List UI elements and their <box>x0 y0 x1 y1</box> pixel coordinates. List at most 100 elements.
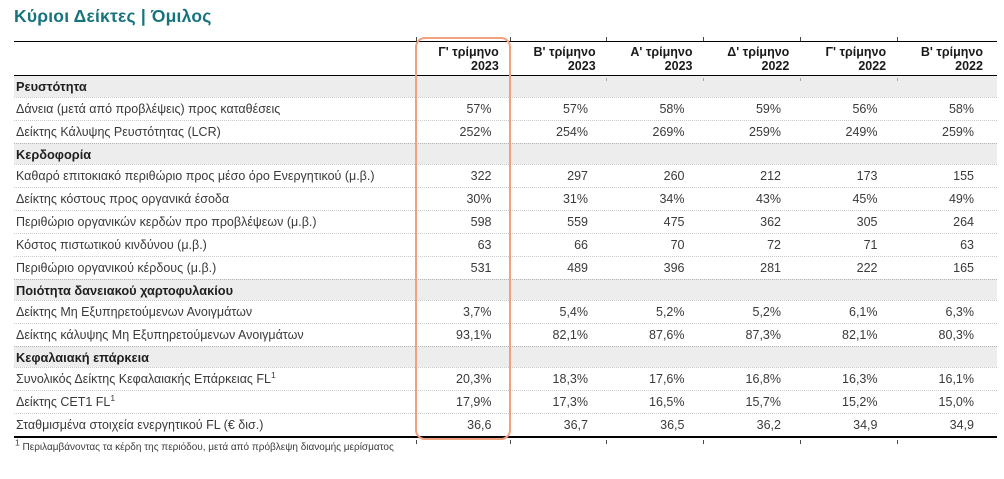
value-cell: 260 <box>663 169 685 183</box>
value-cell: 254% <box>556 125 588 139</box>
border-tick <box>897 37 898 41</box>
column-header-quarter: Β' τρίμηνο <box>533 45 596 59</box>
column-header-quarter: Α' τρίμηνο <box>630 45 693 59</box>
section-label: Κεφαλαιακή επάρκεια <box>16 349 150 365</box>
column-header-year: 2023 <box>471 59 499 73</box>
column-header-year: 2022 <box>955 59 983 73</box>
value-cell: 17,9% <box>456 395 492 409</box>
border-tick <box>800 439 801 444</box>
border-tick <box>606 439 607 444</box>
value-cell: 16,5% <box>649 395 685 409</box>
border-tick <box>510 439 511 444</box>
border-tick <box>416 77 417 81</box>
value-cell: 17,3% <box>552 395 588 409</box>
value-cell: 36,2 <box>756 418 781 432</box>
section-row: Ρευστότητα <box>14 76 997 97</box>
value-cell: 222 <box>856 261 878 275</box>
table-row: Δείκτης κόστους προς οργανικά έσοδα 30% 3… <box>14 187 997 210</box>
border-tick <box>800 37 801 41</box>
value-cell: 82,1% <box>842 328 878 342</box>
value-cell: 63 <box>477 238 492 252</box>
row-label: Δείκτης κάλυψης Μη Εξυπηρετούμενων Ανοιγ… <box>16 328 304 342</box>
border-tick <box>606 37 607 41</box>
value-cell: 212 <box>760 169 781 183</box>
column-header-year: 2022 <box>761 59 790 73</box>
value-cell: 305 <box>856 215 878 229</box>
value-cell: 165 <box>953 261 974 275</box>
value-cell: 57% <box>466 102 492 116</box>
table-row: Καθαρό επιτοκιακό περιθώριο προς μέσο όρ… <box>14 164 997 187</box>
value-cell: 31% <box>562 192 588 206</box>
value-cell: 297 <box>567 169 588 183</box>
column-header-quarter: Β' τρίμηνο <box>920 45 983 59</box>
row-label: Δείκτης κόστους προς οργανικά έσοδα <box>16 192 230 206</box>
indicators-table: Γ' τρίμηνο 2023 Β' τρίμηνο 2023 Α' τρίμη… <box>14 37 997 453</box>
section-label: Ρευστότητα <box>16 79 87 94</box>
border-tick <box>897 439 898 444</box>
column-header-year: 2023 <box>567 59 596 73</box>
row-label: Δείκτης Μη Εξυπηρετούμενων Ανοιγμάτων <box>16 305 253 319</box>
value-cell: 281 <box>760 261 781 275</box>
value-cell: 259% <box>749 125 781 139</box>
column-header: Β' τρίμηνο 2023 <box>513 42 610 73</box>
value-cell: 93,1% <box>456 328 492 342</box>
value-cell: 475 <box>663 215 685 229</box>
border-tick <box>703 77 704 81</box>
value-cell: 30% <box>466 192 492 206</box>
table-bottom-rule <box>14 436 997 444</box>
row-label: Δείκτης Κάλυψης Ρευστότητας (LCR) <box>16 125 221 139</box>
row-label: Δείκτης CET1 FL1 <box>16 392 116 409</box>
table-row: Δείκτης Κάλυψης Ρευστότητας (LCR) 252% 25… <box>14 120 997 143</box>
border-tick <box>703 37 704 41</box>
border-tick <box>897 77 898 81</box>
column-header-quarter: Γ' τρίμηνο <box>825 45 887 59</box>
value-cell: 489 <box>567 261 588 275</box>
value-cell: 49% <box>948 192 974 206</box>
column-header: Α' τρίμηνο 2023 <box>610 42 707 73</box>
value-cell: 66 <box>574 238 588 252</box>
value-cell: 34,9 <box>949 418 974 432</box>
value-cell: 259% <box>942 125 974 139</box>
footnote-reference: 1 <box>110 392 116 403</box>
value-cell: 16,8% <box>745 372 781 386</box>
value-cell: 17,6% <box>649 372 685 386</box>
value-cell: 5,2% <box>752 305 782 319</box>
value-cell: 173 <box>856 169 878 183</box>
border-tick <box>510 77 511 81</box>
value-cell: 15,7% <box>745 395 781 409</box>
table-body: Ρευστότητα Δάνεια (μετά από προβλέψεις) … <box>14 76 997 436</box>
section-label: Ποιότητα δανειακού χαρτοφυλακίου <box>16 282 234 298</box>
table-top-rule <box>14 37 997 42</box>
value-cell: 82,1% <box>552 328 588 342</box>
row-label: Περιθώριο οργανικών κερδών προ προβλέψεω… <box>16 215 317 229</box>
table-row: Δείκτης Μη Εξυπηρετούμενων Ανοιγμάτων 3,… <box>14 300 997 323</box>
border-tick <box>703 439 704 444</box>
table-row: Κόστος πιστωτικού κινδύνου (μ.β.) 63 66 70… <box>14 233 997 256</box>
value-cell: 155 <box>953 169 974 183</box>
value-cell: 34% <box>659 192 685 206</box>
value-cell: 396 <box>663 261 685 275</box>
value-cell: 34,9 <box>853 418 878 432</box>
row-label: Καθαρό επιτοκιακό περιθώριο προς μέσο όρ… <box>16 169 375 183</box>
value-cell: 80,3% <box>938 328 974 342</box>
table-row: Περιθώριο οργανικών κερδών προ προβλέψεω… <box>14 210 997 233</box>
footnote-marker: 1 <box>15 437 20 448</box>
page-title: Κύριοι Δείκτες | Όμιλος <box>14 6 212 26</box>
value-cell: 16,1% <box>938 372 974 386</box>
value-cell: 70 <box>670 238 685 252</box>
value-cell: 72 <box>767 238 781 252</box>
row-label: Περιθώριο οργανικού κέρδους (μ.β.) <box>16 261 217 275</box>
value-cell: 559 <box>567 215 588 229</box>
section-row: Κεφαλαιακή επάρκεια <box>14 346 997 367</box>
column-header-quarter: Γ' τρίμηνο <box>438 45 499 59</box>
table-header-row: Γ' τρίμηνο 2023 Β' τρίμηνο 2023 Α' τρίμη… <box>14 42 997 75</box>
border-tick <box>510 37 511 41</box>
table-row: Δείκτης CET1 FL1 17,9% 17,3% 16,5% 15,7% 15,… <box>14 390 997 413</box>
value-cell: 3,7% <box>463 305 492 319</box>
section-row: Ποιότητα δανειακού χαρτοφυλακίου <box>14 279 997 300</box>
table-row: Δάνεια (μετά από προβλέψεις) προς καταθέ… <box>14 97 997 120</box>
footnote-text: Περιλαμβάνοντας τα κέρδη της περιόδου, μ… <box>22 442 394 453</box>
column-header: Γ' τρίμηνο 2022 <box>803 42 900 73</box>
value-cell: 57% <box>562 102 588 116</box>
